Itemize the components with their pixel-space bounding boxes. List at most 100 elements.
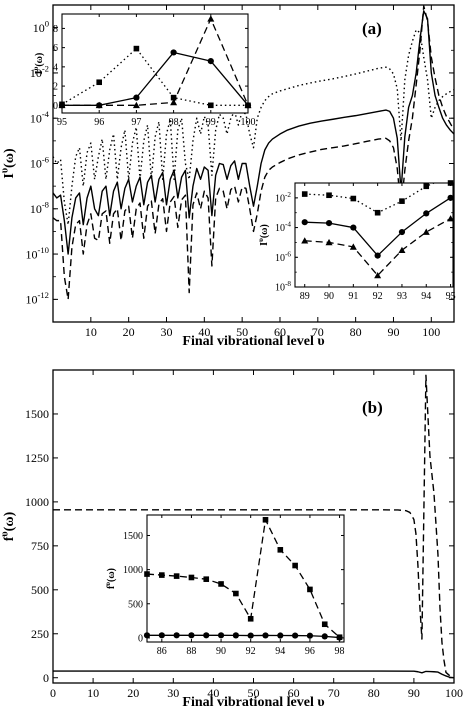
a-inset-bottom-series-solid-point — [398, 228, 406, 236]
a-inset-top-ytick-label: 0 — [53, 101, 58, 112]
b-main-xtick-label: 50 — [248, 686, 260, 700]
a-inset-bottom-ytick-label: 10-8 — [275, 280, 291, 294]
a-inset-top-series-dashed-point — [244, 101, 252, 109]
a-main-xtick-label: 100 — [422, 325, 440, 339]
a-inset-bottom-series-dotted-point — [447, 180, 454, 186]
b-inset-series-dashed-point — [188, 574, 195, 581]
a-main-ytick-label: 10-8 — [30, 200, 49, 216]
a-inset-bottom-series-dotted-point — [399, 198, 405, 204]
a-inset-bottom-series-solid-point — [350, 224, 357, 231]
a-main-ylabel: Iυ(ω) — [0, 148, 17, 179]
b-inset-xtick-label: 96 — [305, 646, 315, 657]
b-inset-series-dashed-point — [277, 547, 284, 553]
b-main-ytick-label: 0 — [43, 671, 49, 685]
a-inset-top-series-dotted-point — [96, 79, 102, 86]
b-inset-xtick-label: 90 — [216, 646, 226, 657]
a-main-ytick-label: 10-4 — [30, 109, 50, 125]
a-inset-top-series-dashed-point — [95, 101, 103, 109]
a-main-xlabel: Final vibrational level υ — [182, 334, 324, 349]
a-inset-bottom-series-dashed-point — [301, 237, 309, 244]
b-main-ytick-label: 500 — [31, 583, 49, 597]
b-main-xtick-label: 30 — [167, 686, 179, 700]
a-inset-bottom-xtick-label: 93 — [397, 291, 407, 302]
b-main-ylabel: fυ(ω) — [0, 511, 17, 541]
b-main-series-dashed-line — [53, 374, 451, 677]
a-inset-top-series-dotted-point — [208, 102, 214, 109]
a-inset-bottom-frame — [294, 182, 454, 288]
a-inset-top-series-dashed-point — [207, 15, 215, 22]
a-main-xtick-label: 60 — [274, 325, 286, 339]
b-main-ytick-label: 250 — [31, 627, 49, 641]
a-inset-top-ytick-label: 6 — [53, 43, 58, 54]
a-inset-bottom-series-dashed-point — [422, 228, 430, 235]
a-inset-bottom-series-solid-point — [301, 219, 308, 226]
b-inset-ytick-label: 0 — [138, 633, 143, 644]
b-main-xtick-label: 90 — [408, 686, 420, 700]
a-inset-bottom-series-solid-point — [374, 252, 381, 259]
b-inset-series-solid-point — [232, 632, 239, 639]
b-inset-ylabel: fυ(ω) — [104, 568, 117, 589]
b-inset-series-dashed-line — [147, 519, 340, 638]
b-main-xtick-label: 10 — [87, 686, 99, 700]
a-inset-bottom-ytick-label: 10-2 — [275, 191, 291, 205]
a-inset-bottom-series-dashed-point — [447, 215, 455, 222]
b-inset-series-dashed-point — [292, 562, 298, 569]
a-inset-bottom-xtick-label: 92 — [373, 291, 383, 302]
b-main-ytick-label: 750 — [31, 539, 49, 553]
b-inset-series-dashed-point — [159, 572, 165, 578]
b-main-xtick-label: 0 — [50, 686, 56, 700]
a-main-series-solid-line — [53, 10, 454, 255]
a-main-xtick-label: 80 — [350, 325, 362, 339]
b-inset-ytick-label: 1500 — [123, 531, 143, 542]
b-main-xtick-label: 70 — [328, 686, 340, 700]
a-inset-top-frame — [61, 13, 249, 114]
a-main-xtick-label: 90 — [387, 325, 399, 339]
a-inset-top-series-dotted-point — [133, 45, 140, 52]
a-main-ytick-label: 10-10 — [26, 245, 50, 261]
a-inset-top-series-solid-point — [170, 49, 177, 56]
a-inset-top-xtick-label: 96 — [94, 117, 104, 128]
b-inset-series-solid-point — [262, 632, 269, 639]
b-main-xtick-label: 100 — [445, 686, 463, 700]
a-inset-bottom-xtick-label: 94 — [421, 291, 431, 302]
a-main-ytick-label: 10-2 — [30, 64, 49, 80]
b-inset-series-dashed-point — [321, 621, 328, 628]
b-inset-xtick-label: 88 — [186, 646, 196, 657]
a-inset-top-series-dashed-line — [62, 18, 248, 106]
a-inset-bottom-series-dotted-point — [350, 195, 357, 202]
a-main-panel-label: (a) — [362, 19, 382, 38]
a-inset-bottom-ylabel: Iυ(ω) — [257, 224, 270, 246]
a-inset-top-series-solid-line — [62, 51, 248, 106]
b-inset-xtick-label: 98 — [335, 646, 345, 657]
a-inset-bottom-series-solid-point — [325, 219, 333, 227]
a-inset-top-series-dashed-point — [132, 101, 140, 109]
b-inset-xtick-label: 92 — [246, 646, 256, 657]
a-inset-top-series-dotted-line — [62, 47, 248, 106]
b-inset-series-dashed-point — [233, 590, 239, 597]
b-inset-series-solid-point — [292, 632, 299, 639]
a-inset-bottom-series-dashed-point — [325, 238, 333, 246]
b-main-series-solid-line — [53, 670, 454, 679]
a-inset-top-xtick-label: 95 — [57, 117, 67, 128]
b-inset-xtick-label: 86 — [157, 646, 167, 657]
b-main-xtick-label: 20 — [127, 686, 139, 700]
b-inset-series-dashed-point — [203, 576, 210, 582]
a-inset-bottom-series-dashed-point — [349, 243, 357, 250]
b-main-panel-label: (b) — [362, 398, 383, 417]
a-main-xtick-label: 20 — [123, 325, 135, 339]
b-main-xtick-label: 80 — [368, 686, 380, 700]
a-inset-bottom-xtick-label: 95 — [446, 291, 456, 302]
a-inset-bottom-series-solid-point — [447, 194, 454, 201]
b-inset-series-solid-point — [173, 632, 180, 639]
b-inset-ytick-label: 500 — [128, 599, 143, 610]
a-main-series-dashed-line — [53, 5, 454, 301]
a-inset-top-xtick-label: 97 — [131, 117, 141, 128]
chart-a-inset-bottom: 89 90 91 92 93 94 95 10-2 10-4 10-6 10-8 Iυ(ω) — [257, 180, 456, 302]
a-inset-bottom-xtick-label: 91 — [348, 291, 358, 302]
a-inset-bottom-ytick-label: 10-4 — [275, 221, 291, 235]
a-inset-bottom-series-dashed-point — [374, 271, 382, 279]
a-main-xtick-label: 70 — [312, 325, 324, 339]
a-inset-top-series-dashed-point — [170, 98, 178, 106]
a-main-series-dotted-line — [53, 29, 454, 226]
